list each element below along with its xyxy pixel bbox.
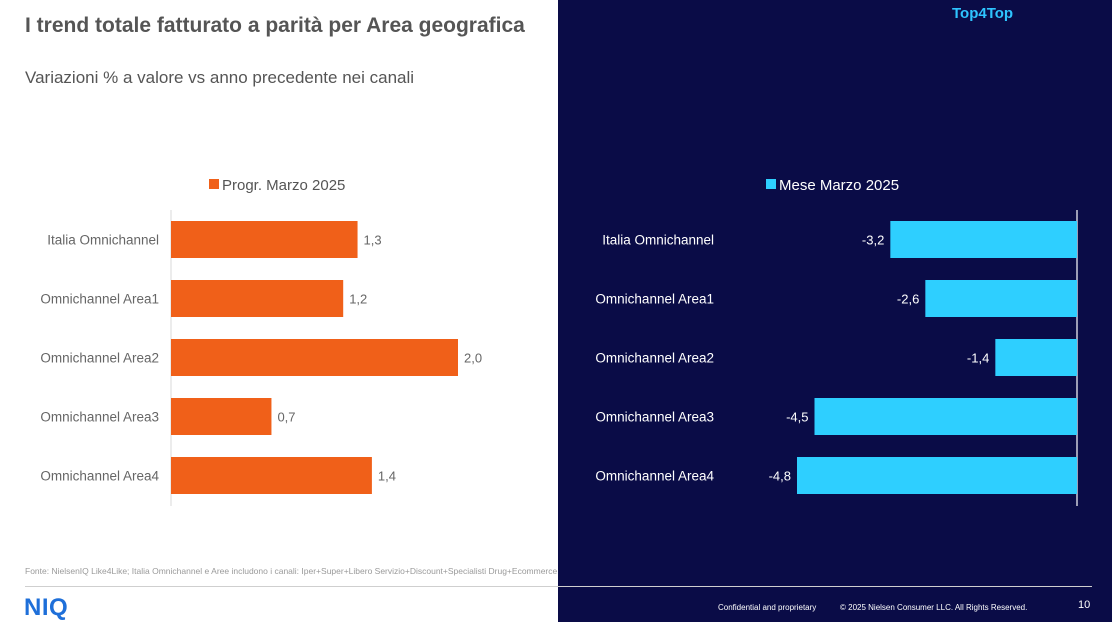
left-category-label: Omnichannel Area3 [40,410,159,425]
left-bar [171,457,372,494]
left-bar [171,339,458,376]
right-data-label: -2,6 [897,292,919,307]
right-data-label: -1,4 [967,351,989,366]
left-legend-swatch [209,179,219,189]
left-bar [171,221,358,258]
left-category-label: Italia Omnichannel [47,233,159,248]
left-bar [171,280,344,317]
right-category-label: Omnichannel Area3 [595,410,714,425]
left-legend-label: Progr. Marzo 2025 [222,177,345,194]
top4top-badge: Top4Top [952,5,1014,22]
right-data-label: -4,5 [786,410,808,425]
left-bar [171,398,272,435]
left-category-label: Omnichannel Area1 [40,292,159,307]
right-bar [890,221,1077,258]
right-bar [925,280,1077,317]
left-category-label: Omnichannel Area2 [40,351,159,366]
left-data-label: 1,2 [349,292,367,307]
right-bar [797,457,1077,494]
source-note: Fonte: NielsenIQ Like4Like; Italia Omnic… [25,566,558,576]
copyright-note: © 2025 Nielsen Consumer LLC. All Rights … [840,603,1028,612]
niq-logo: NIQ [24,594,69,621]
left-data-label: 2,0 [464,351,482,366]
right-data-label: -3,2 [862,233,884,248]
left-data-label: 0,7 [277,410,295,425]
page-number: 10 [1078,599,1091,611]
left-category-label: Omnichannel Area4 [40,469,159,484]
page-subtitle: Variazioni % a valore vs anno precedente… [25,68,415,87]
right-category-label: Italia Omnichannel [602,233,714,248]
right-category-label: Omnichannel Area4 [595,469,714,484]
right-legend-swatch [766,179,776,189]
right-bar [814,398,1077,435]
right-data-label: -4,8 [769,469,791,484]
page-title: I trend totale fatturato a parità per Ar… [25,14,525,37]
right-bar [995,339,1077,376]
right-legend-label: Mese Marzo 2025 [779,177,899,194]
confidential-note: Confidential and proprietary [718,603,817,612]
left-data-label: 1,3 [364,233,382,248]
left-data-label: 1,4 [378,469,396,484]
footer-divider [25,586,1092,587]
right-category-label: Omnichannel Area2 [595,351,714,366]
right-category-label: Omnichannel Area1 [595,292,714,307]
